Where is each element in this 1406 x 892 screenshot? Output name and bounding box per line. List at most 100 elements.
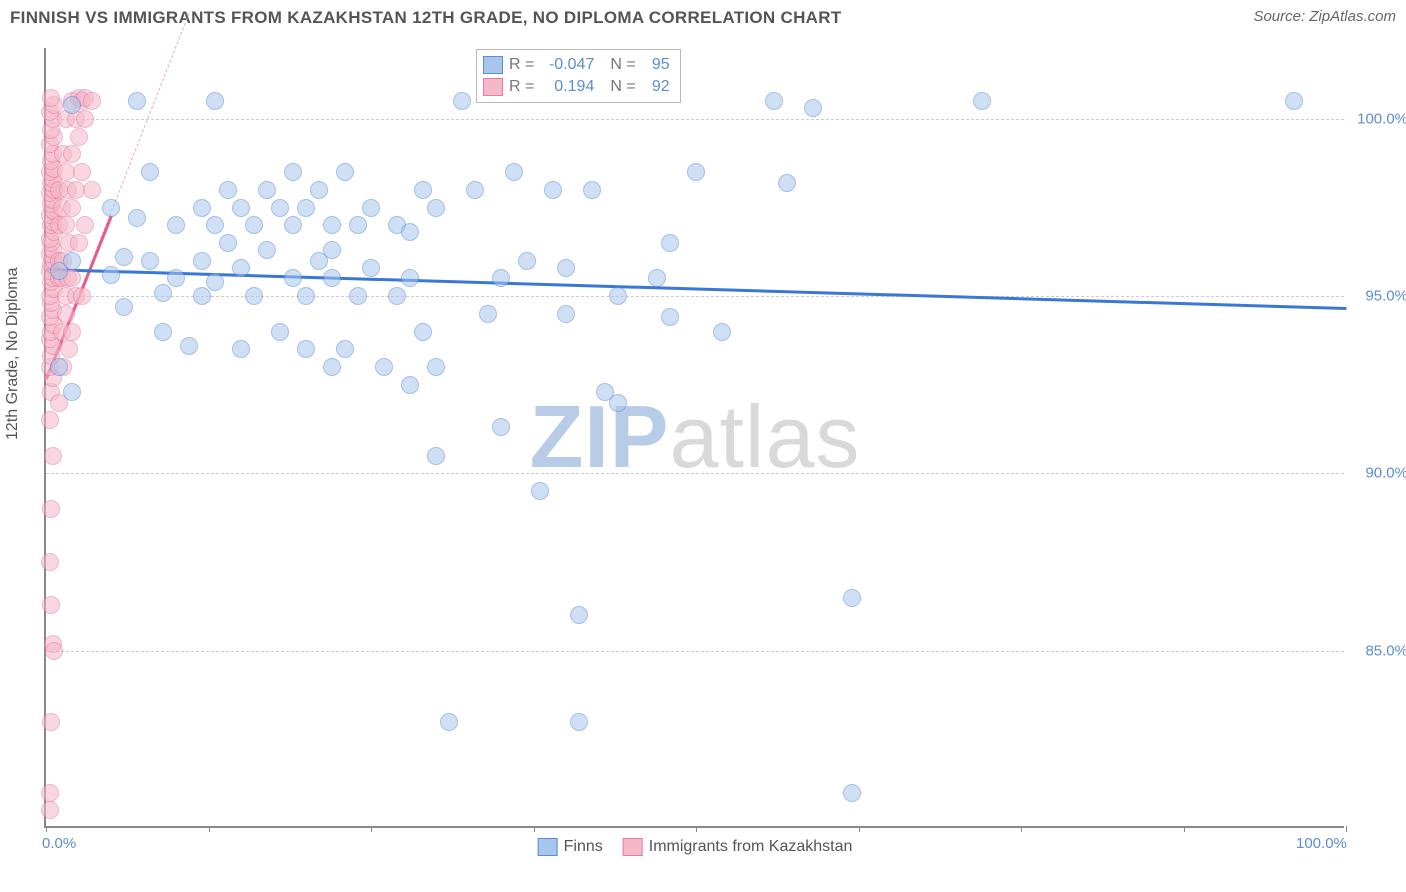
data-point: [713, 323, 731, 341]
data-point: [83, 92, 101, 110]
legend-r-label: R =: [509, 56, 534, 74]
y-tick-label: 95.0%: [1365, 288, 1406, 305]
data-point: [505, 163, 523, 181]
data-point: [323, 241, 341, 259]
data-point: [42, 596, 60, 614]
data-point: [349, 287, 367, 305]
data-point: [41, 784, 59, 802]
data-point: [154, 323, 172, 341]
data-point: [427, 358, 445, 376]
data-point: [362, 259, 380, 277]
data-point: [206, 216, 224, 234]
y-tick-label: 90.0%: [1365, 465, 1406, 482]
x-tick: [1346, 826, 1347, 832]
data-point: [323, 358, 341, 376]
data-point: [323, 269, 341, 287]
data-point: [375, 358, 393, 376]
legend-n-label: N =: [610, 78, 635, 96]
data-point: [258, 241, 276, 259]
data-point: [70, 128, 88, 146]
data-point: [609, 394, 627, 412]
data-point: [167, 216, 185, 234]
data-point: [57, 216, 75, 234]
gridline: [46, 119, 1344, 120]
data-point: [518, 252, 536, 270]
data-point: [388, 287, 406, 305]
data-point: [115, 298, 133, 316]
y-axis-label: 12th Grade, No Diploma: [4, 267, 22, 440]
data-point: [73, 163, 91, 181]
data-point: [427, 447, 445, 465]
data-point: [479, 305, 497, 323]
data-point: [193, 252, 211, 270]
data-point: [206, 92, 224, 110]
data-point: [102, 199, 120, 217]
y-tick-label: 85.0%: [1365, 642, 1406, 659]
data-point: [492, 418, 510, 436]
data-point: [401, 376, 419, 394]
legend-label: Immigrants from Kazakhstan: [649, 838, 853, 856]
data-point: [531, 482, 549, 500]
watermark-light: atlas: [670, 387, 861, 486]
data-point: [284, 269, 302, 287]
x-tick: [696, 826, 697, 832]
data-point: [323, 216, 341, 234]
gridline: [46, 473, 1344, 474]
data-point: [661, 308, 679, 326]
data-point: [362, 199, 380, 217]
data-point: [63, 145, 81, 163]
data-point: [310, 181, 328, 199]
watermark-bold: ZIP: [530, 387, 670, 486]
data-point: [50, 358, 68, 376]
data-point: [193, 287, 211, 305]
data-point: [115, 248, 133, 266]
legend-row: R = 0.194 N = 92: [483, 76, 670, 98]
data-point: [336, 340, 354, 358]
legend-swatch: [538, 838, 558, 856]
legend-item: Immigrants from Kazakhstan: [623, 838, 853, 856]
data-point: [206, 273, 224, 291]
data-point: [42, 500, 60, 518]
data-point: [557, 259, 575, 277]
data-point: [297, 340, 315, 358]
data-point: [57, 163, 75, 181]
legend-n-value: 92: [642, 78, 670, 96]
legend-swatch: [483, 56, 503, 74]
data-point: [453, 92, 471, 110]
data-point: [63, 252, 81, 270]
data-point: [1285, 92, 1303, 110]
legend-r-value: 0.194: [540, 78, 594, 96]
data-point: [284, 216, 302, 234]
data-point: [180, 337, 198, 355]
data-point: [219, 234, 237, 252]
legend-r-value: -0.047: [540, 56, 594, 74]
data-point: [570, 606, 588, 624]
data-point: [167, 269, 185, 287]
x-tick: [209, 826, 210, 832]
data-point: [245, 216, 263, 234]
data-point: [141, 252, 159, 270]
data-point: [232, 199, 250, 217]
data-point: [73, 287, 91, 305]
legend-item: Finns: [538, 838, 603, 856]
data-point: [232, 340, 250, 358]
data-point: [570, 713, 588, 731]
data-point: [973, 92, 991, 110]
x-tick: [1184, 826, 1185, 832]
legend-swatch: [483, 78, 503, 96]
data-point: [128, 209, 146, 227]
data-point: [297, 199, 315, 217]
data-point: [193, 199, 211, 217]
data-point: [102, 266, 120, 284]
x-tick: [859, 826, 860, 832]
data-point: [60, 340, 78, 358]
x-tick: [534, 826, 535, 832]
x-tick: [371, 826, 372, 832]
legend-n-label: N =: [610, 56, 635, 74]
data-point: [258, 181, 276, 199]
data-point: [401, 269, 419, 287]
data-point: [232, 259, 250, 277]
data-point: [609, 287, 627, 305]
legend-r-label: R =: [509, 78, 534, 96]
data-point: [804, 99, 822, 117]
